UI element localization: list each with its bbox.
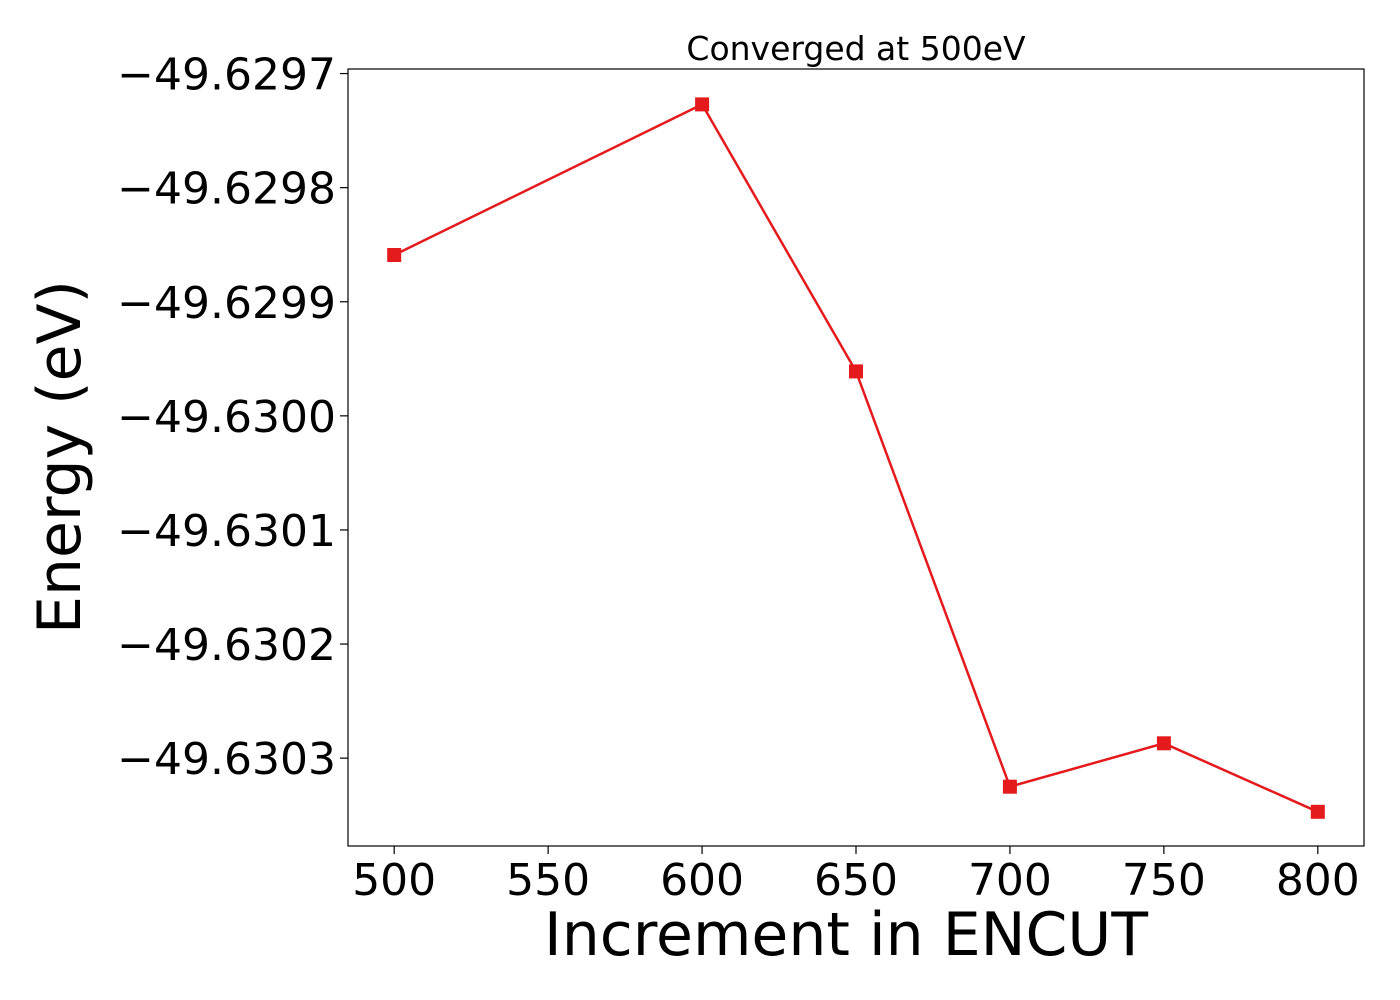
- data-point: [1156, 736, 1171, 751]
- x-tick-label: 500: [352, 855, 436, 906]
- y-tick-label: −49.6300: [117, 392, 336, 443]
- x-axis-label: Increment in ENCUT: [544, 900, 1148, 970]
- y-axis-ticks: −49.6297 −49.6298 −49.6299 −49.6300 −49.6301…: [117, 50, 348, 785]
- y-tick-label: −49.6298: [117, 164, 336, 215]
- series-line: [393, 103, 1319, 813]
- data-point: [1310, 804, 1325, 819]
- x-tick-label: 650: [814, 855, 898, 906]
- y-tick-label: −49.6303: [117, 734, 336, 785]
- y-tick-label: −49.6297: [117, 50, 336, 101]
- chart-title: Converged at 500eV: [686, 29, 1026, 68]
- data-point: [695, 97, 710, 112]
- data-point: [387, 248, 402, 262]
- y-axis-label: Energy (eV): [25, 280, 95, 634]
- data-point: [1002, 779, 1017, 794]
- y-tick-label: −49.6301: [117, 506, 336, 557]
- y-tick-label: −49.6299: [117, 278, 336, 329]
- x-tick-label: 700: [968, 855, 1052, 906]
- x-tick-label: 550: [506, 855, 590, 906]
- data-point: [849, 364, 863, 379]
- plot-frame: [347, 68, 1365, 847]
- data-series: [387, 97, 1325, 819]
- x-tick-label: 750: [1122, 855, 1206, 906]
- y-tick-label: −49.6302: [117, 620, 336, 671]
- x-tick-label: 600: [660, 855, 744, 906]
- x-tick-label: 800: [1276, 855, 1360, 906]
- x-axis-ticks: 500 550 600 650 700 750 800: [352, 846, 1360, 906]
